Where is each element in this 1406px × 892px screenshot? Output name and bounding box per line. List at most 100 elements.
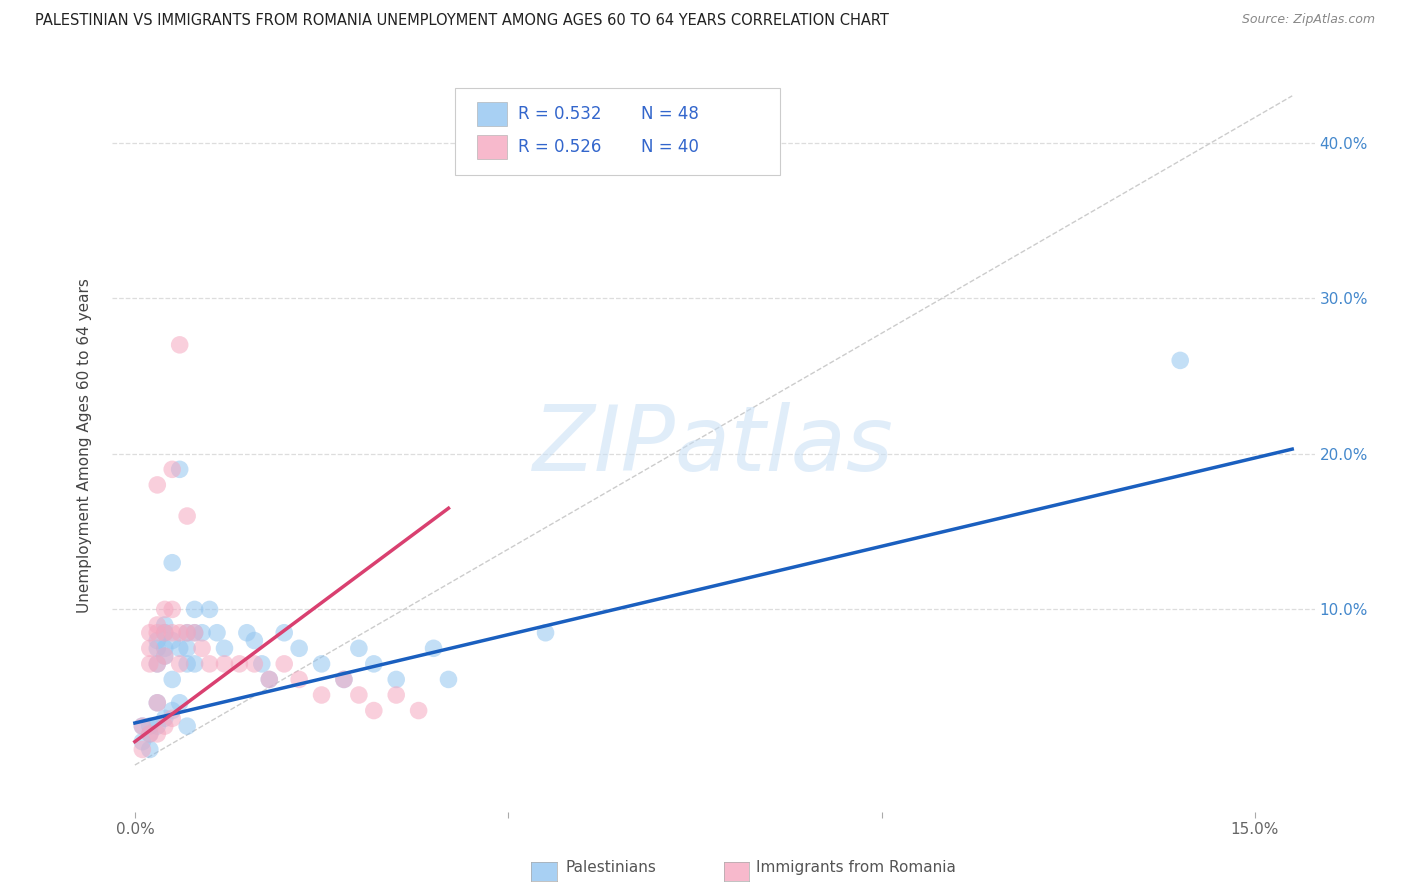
Point [146, 657, 169, 671]
Point [176, 657, 198, 671]
Point [176, 625, 198, 640]
Point [198, 657, 221, 671]
Point [183, 625, 205, 640]
Point [1168, 353, 1191, 368]
Point [160, 711, 183, 725]
Point [146, 696, 169, 710]
Point [139, 727, 162, 741]
Point [160, 602, 183, 616]
Point [311, 688, 333, 702]
Point [153, 625, 176, 640]
Point [273, 625, 295, 640]
Point [153, 649, 176, 664]
Point [385, 688, 408, 702]
Point [160, 673, 183, 687]
Point [288, 641, 311, 656]
Point [153, 618, 176, 632]
Point [228, 657, 250, 671]
Point [131, 719, 153, 733]
Point [273, 657, 295, 671]
Point [146, 618, 169, 632]
Point [153, 602, 176, 616]
Point [169, 338, 191, 352]
Point [139, 657, 162, 671]
Point [139, 742, 162, 756]
Point [243, 657, 266, 671]
Point [176, 625, 198, 640]
Point [139, 727, 162, 741]
Point [169, 462, 191, 476]
Point [198, 602, 221, 616]
Point [183, 657, 205, 671]
Point [176, 719, 198, 733]
FancyBboxPatch shape [477, 136, 506, 160]
Point [169, 641, 191, 656]
Point [250, 657, 273, 671]
Point [160, 462, 183, 476]
Point [139, 719, 162, 733]
Point [169, 696, 191, 710]
Point [236, 625, 259, 640]
Point [385, 673, 408, 687]
Point [333, 673, 356, 687]
Point [191, 625, 214, 640]
Point [153, 711, 176, 725]
Point [160, 633, 183, 648]
Text: ZIPatlas: ZIPatlas [533, 402, 894, 490]
Point [333, 673, 356, 687]
Point [183, 602, 205, 616]
Point [146, 633, 169, 648]
Text: Source: ZipAtlas.com: Source: ZipAtlas.com [1241, 13, 1375, 27]
Point [146, 478, 169, 492]
Point [408, 704, 430, 718]
Point [146, 719, 169, 733]
FancyBboxPatch shape [477, 103, 506, 127]
Point [243, 633, 266, 648]
Point [176, 641, 198, 656]
Point [311, 657, 333, 671]
Point [146, 625, 169, 640]
Point [422, 641, 444, 656]
Y-axis label: Unemployment Among Ages 60 to 64 years: Unemployment Among Ages 60 to 64 years [77, 278, 91, 614]
Point [131, 742, 153, 756]
Point [131, 719, 153, 733]
Point [288, 673, 311, 687]
Point [160, 556, 183, 570]
Text: PALESTINIAN VS IMMIGRANTS FROM ROMANIA UNEMPLOYMENT AMONG AGES 60 TO 64 YEARS CO: PALESTINIAN VS IMMIGRANTS FROM ROMANIA U… [35, 13, 889, 29]
Point [139, 625, 162, 640]
Text: R = 0.532: R = 0.532 [517, 105, 602, 123]
Point [153, 719, 176, 733]
Point [153, 641, 176, 656]
Point [153, 649, 176, 664]
Point [176, 509, 198, 524]
Point [160, 704, 183, 718]
Point [146, 657, 169, 671]
Point [146, 696, 169, 710]
Point [437, 673, 460, 687]
Point [131, 734, 153, 748]
Point [160, 625, 183, 640]
Point [139, 641, 162, 656]
Point [363, 657, 385, 671]
Point [191, 641, 214, 656]
Point [205, 625, 228, 640]
Point [169, 657, 191, 671]
Point [534, 625, 557, 640]
Text: R = 0.526: R = 0.526 [517, 138, 600, 156]
Point [347, 641, 370, 656]
Point [146, 727, 169, 741]
Text: Immigrants from Romania: Immigrants from Romania [756, 860, 956, 874]
Point [146, 641, 169, 656]
Text: N = 48: N = 48 [641, 105, 699, 123]
Text: N = 40: N = 40 [641, 138, 699, 156]
Point [214, 657, 236, 671]
Point [214, 641, 236, 656]
Text: Palestinians: Palestinians [565, 860, 657, 874]
Point [363, 704, 385, 718]
Point [153, 625, 176, 640]
Point [259, 673, 281, 687]
Point [183, 625, 205, 640]
Point [259, 673, 281, 687]
FancyBboxPatch shape [456, 87, 780, 176]
Point [169, 625, 191, 640]
